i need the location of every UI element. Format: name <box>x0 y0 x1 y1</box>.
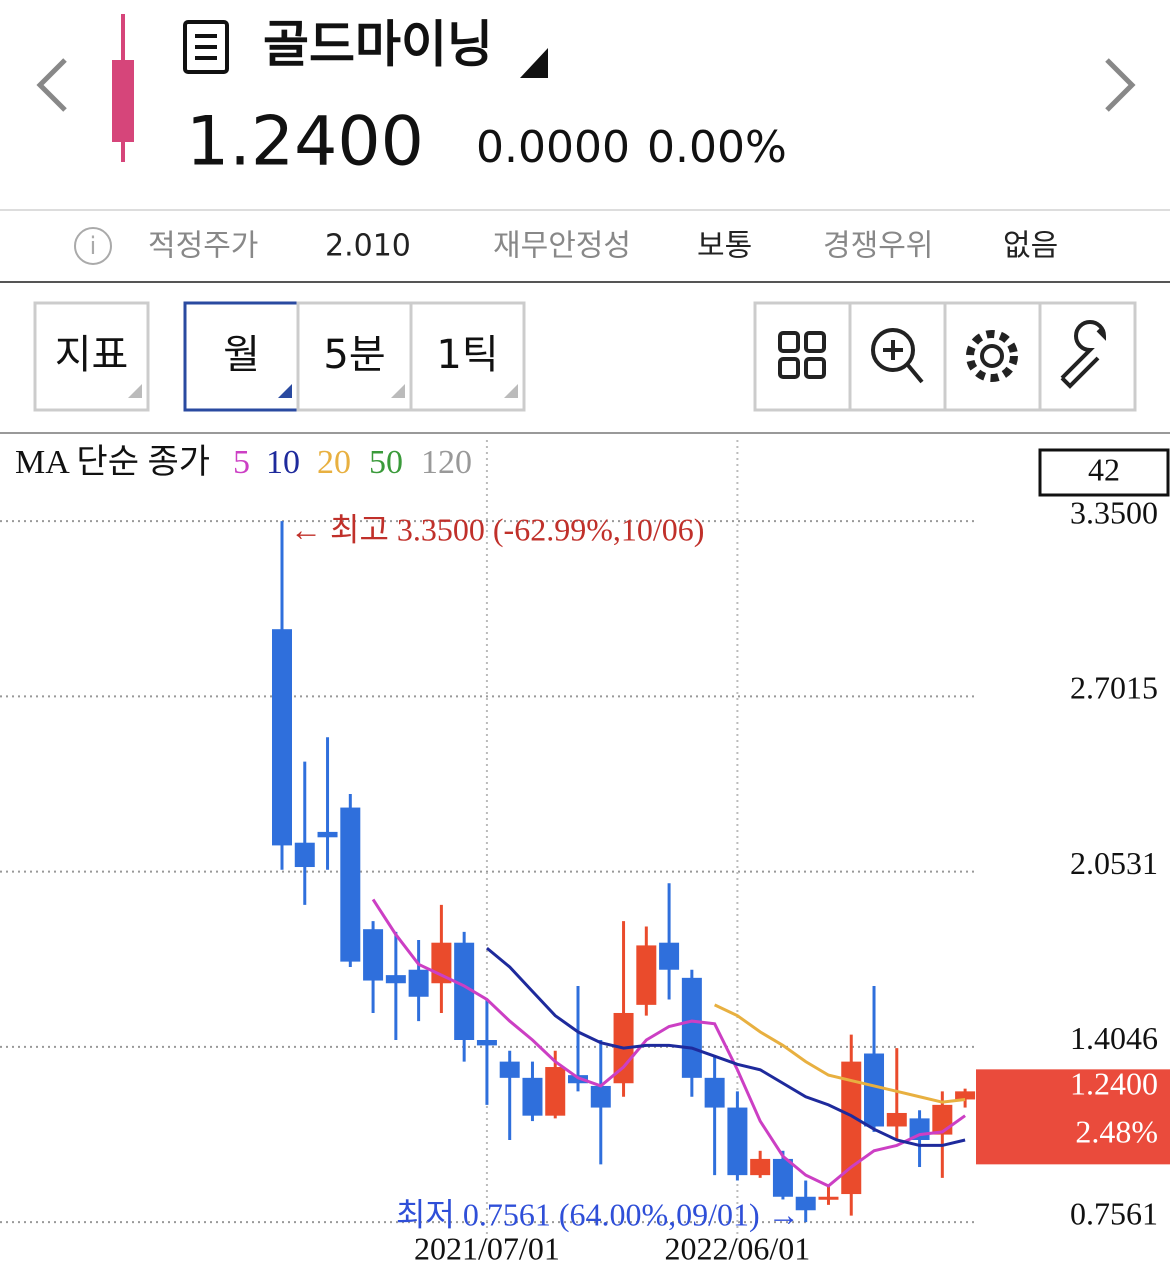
layout-icon <box>778 331 800 353</box>
doc-icon-lines <box>195 34 217 60</box>
prev-arrow[interactable] <box>36 58 67 112</box>
candle-body <box>681 977 702 1078</box>
candle-icon-body <box>112 60 134 142</box>
high-annotation: ← 최고 3.3500 (-62.99%,10/06) <box>290 511 704 547</box>
change-pct: 0.00% <box>647 122 787 173</box>
candle-body <box>317 831 338 838</box>
toolbar-button[interactable] <box>296 301 413 412</box>
settings-icon <box>966 330 1018 382</box>
info-icon[interactable] <box>74 227 112 265</box>
candle-body <box>454 942 475 1040</box>
candle-body <box>727 1107 748 1176</box>
price: 1.2400 <box>186 103 424 182</box>
corner-triangle <box>504 384 518 398</box>
layout-icon <box>778 357 800 379</box>
candle-body <box>499 1061 520 1078</box>
chart: 3.3500 2.7015 2.0531 1.4046 0.7561 2021/07/01… <box>0 440 1170 1266</box>
change: 0.0000 <box>476 122 630 173</box>
zoom-icon <box>883 340 924 384</box>
legend-entry: 50 <box>369 444 403 481</box>
last-price-tag <box>976 1069 1170 1165</box>
info-row: 적정주가 2.010 재무안정성 보통 경쟁우위 없음 <box>148 229 1058 264</box>
y-tick-label: 2.7015 <box>1070 670 1158 706</box>
wrench-icon <box>1060 320 1107 389</box>
toolbar-button[interactable] <box>183 301 300 412</box>
toolbar-label: 지표 <box>55 332 129 378</box>
candle-body <box>408 969 429 997</box>
toolbar-label: 5분 <box>323 332 385 378</box>
candle-body <box>659 942 680 970</box>
candle-body <box>363 929 384 981</box>
candle-body <box>818 1196 839 1200</box>
settings-button[interactable] <box>943 301 1042 412</box>
toolbar-button[interactable] <box>33 301 150 412</box>
info-value: 없음 <box>1003 229 1058 264</box>
corner-triangle <box>278 384 292 398</box>
candle-body <box>841 1061 862 1195</box>
y-tick-label: 3.3500 <box>1070 494 1158 530</box>
tool-icons <box>753 301 1137 412</box>
corner-triangle <box>128 384 142 398</box>
candle-body <box>750 1158 771 1176</box>
stock-name: 골드마이닝 <box>263 16 493 74</box>
toolbar: 지표 월 5분 1틱 <box>33 301 526 412</box>
x-tick-label: 2021/07/01 <box>414 1230 560 1266</box>
doc-icon[interactable] <box>183 20 229 74</box>
info-label: 경쟁우위 <box>823 229 933 264</box>
candle-body <box>886 1112 907 1127</box>
candle-body <box>522 1077 543 1116</box>
candle-body <box>590 1085 611 1108</box>
candle-body <box>545 1067 566 1116</box>
candle-body <box>795 1196 816 1211</box>
info-value: 보통 <box>697 229 752 264</box>
toolbar-label: 월 <box>223 332 260 378</box>
candle-body <box>476 1040 497 1046</box>
last-price-label: 1.2400 <box>1070 1066 1158 1102</box>
candle-body <box>340 807 361 962</box>
candle-body <box>772 1158 793 1197</box>
dropdown-triangle[interactable] <box>520 48 548 78</box>
x-tick-label: 2022/06/01 <box>665 1230 811 1266</box>
legend-title: MA 단순 종가 <box>15 444 210 481</box>
y-tick-label: 0.7561 <box>1070 1195 1158 1231</box>
next-arrow[interactable] <box>1105 58 1136 112</box>
zoom-icon <box>871 328 915 372</box>
candle-body <box>864 1053 885 1127</box>
layout-button[interactable] <box>753 301 852 412</box>
corner-triangle <box>391 384 405 398</box>
count-box <box>1038 448 1170 497</box>
candle-body <box>385 975 406 984</box>
info-value: 2.010 <box>325 229 411 264</box>
candle-body <box>704 1077 725 1108</box>
toolbar-label: 1틱 <box>436 332 498 378</box>
ma-line <box>713 1003 966 1104</box>
info-label: 재무안정성 <box>493 229 631 264</box>
candle-body <box>272 629 292 846</box>
legend-entry: 20 <box>317 444 351 481</box>
legend-entry: 120 <box>421 444 472 481</box>
y-tick-label: 1.4046 <box>1070 1020 1158 1056</box>
legend-entry: 10 <box>266 444 300 481</box>
low-annotation: 최저 0.7561 (64.00%,09/01) → <box>396 1196 800 1232</box>
candle-body <box>636 945 657 1005</box>
last-price-change: 2.48% <box>1075 1114 1158 1150</box>
legend-entry: 5 <box>233 444 250 481</box>
info-icon-glyph: i <box>90 232 97 260</box>
layout-icon <box>804 357 826 379</box>
layout-icon <box>804 331 826 353</box>
info-label: 적정주가 <box>148 229 258 264</box>
candle-body <box>294 842 315 868</box>
settings-icon <box>980 344 1004 368</box>
count-text: 42 <box>1088 451 1120 487</box>
tools-button[interactable] <box>1038 301 1137 412</box>
ma-line <box>371 898 966 1188</box>
candle-body <box>955 1091 976 1100</box>
y-tick-label: 2.0531 <box>1070 845 1158 881</box>
toolbar-button[interactable] <box>409 301 526 412</box>
zoom-button[interactable] <box>848 301 947 412</box>
ma-line <box>485 946 966 1147</box>
